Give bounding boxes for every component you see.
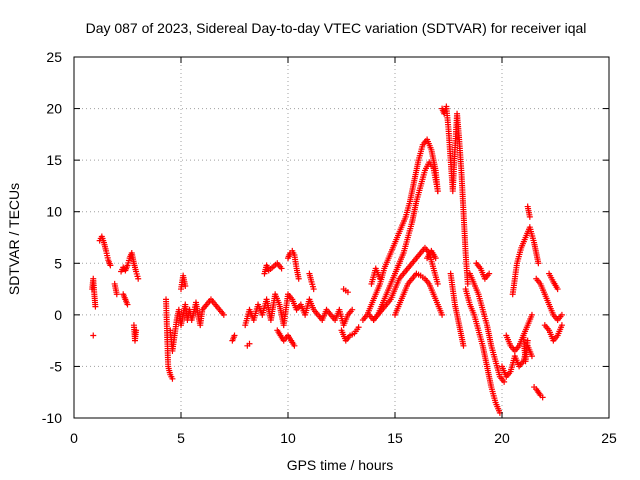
data-point — [524, 337, 531, 344]
data-point — [501, 378, 508, 385]
x-tick-label: 20 — [494, 430, 510, 446]
x-tick-label: 0 — [70, 430, 78, 446]
y-tick-label: 15 — [46, 152, 62, 168]
data-point — [377, 275, 384, 282]
data-point — [291, 342, 298, 349]
data-points — [89, 103, 565, 416]
y-tick-label: 20 — [46, 101, 62, 117]
data-point — [355, 324, 362, 331]
x-tick-label: 15 — [387, 430, 403, 446]
data-point — [124, 301, 131, 308]
data-point — [558, 322, 565, 329]
plot-frame — [73, 56, 610, 419]
data-point — [113, 291, 120, 298]
data-point — [182, 282, 189, 289]
y-tick-label: 0 — [54, 307, 62, 323]
data-point — [554, 286, 561, 293]
y-tick-label: 10 — [46, 204, 62, 220]
data-point — [526, 213, 533, 220]
x-tick-label: 10 — [280, 430, 296, 446]
y-tick-label: -5 — [50, 358, 63, 374]
data-point — [558, 311, 565, 318]
data-point — [434, 280, 441, 287]
data-point — [434, 188, 441, 195]
data-point — [220, 311, 227, 318]
x-tick-label: 5 — [177, 430, 185, 446]
data-point — [539, 394, 546, 401]
data-point — [460, 342, 467, 349]
x-axis-label: GPS time / hours — [287, 457, 394, 473]
data-point — [246, 340, 253, 347]
data-point — [486, 270, 493, 277]
data-point — [432, 255, 439, 262]
data-point — [295, 275, 302, 282]
data-point — [107, 262, 114, 269]
data-point — [310, 286, 317, 293]
data-point — [528, 311, 535, 318]
data-point — [133, 327, 140, 334]
data-point — [169, 375, 176, 382]
y-tick-label: 25 — [46, 49, 62, 65]
data-point — [231, 332, 238, 339]
data-point — [135, 275, 142, 282]
data-point — [90, 332, 97, 339]
data-point — [278, 265, 285, 272]
data-point — [92, 303, 99, 310]
data-point — [528, 353, 535, 360]
x-tick-label: 25 — [601, 430, 617, 446]
data-point — [464, 280, 471, 287]
axis-ticks: 0 5 10 15 20 25 -10 -5 0 5 10 15 20 25 — [42, 49, 617, 446]
y-axis-label: SDTVAR / TECUs — [6, 183, 22, 295]
data-point — [349, 306, 356, 313]
data-point — [535, 260, 542, 267]
y-tick-label: -10 — [42, 410, 62, 426]
chart-title: Day 087 of 2023, Sidereal Day-to-day VTE… — [86, 20, 587, 36]
data-point — [344, 289, 351, 296]
data-point — [439, 311, 446, 318]
y-tick-label: 5 — [54, 255, 62, 271]
